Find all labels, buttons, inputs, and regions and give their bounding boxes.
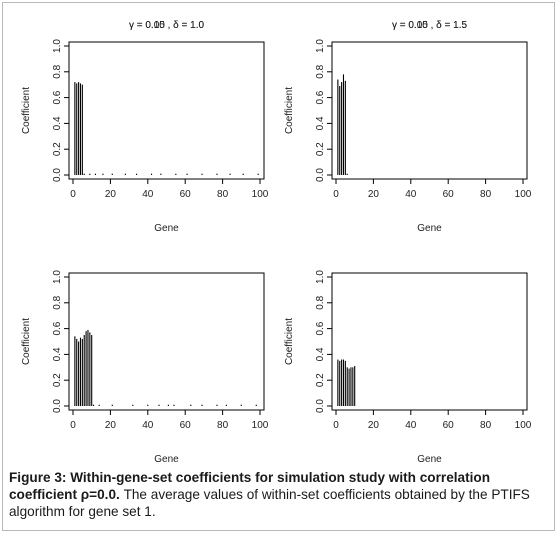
panel-3: γ = 0.10 , δ = 1.0 0 20 40 60 80 100 Gene 0.0 0.2…	[21, 20, 269, 465]
y-tick-label: 0.8	[52, 64, 63, 78]
chart-title: γ = 0.10 , δ = 1.0	[129, 20, 204, 31]
x-tick-label: 60	[180, 420, 192, 431]
x-tick-label: 40	[142, 189, 154, 200]
y-tick-label: 1.0	[52, 39, 63, 53]
y-tick-label: 1.0	[315, 39, 326, 53]
x-tick-label: 60	[443, 420, 455, 431]
figure-caption: Figure 3: Within-gene-set coefficients f…	[9, 469, 554, 520]
y-tick-label: 0.4	[52, 347, 63, 361]
y-tick-label: 0.0	[315, 399, 326, 413]
y-tick-label: 0.0	[52, 399, 63, 413]
figure-frame: γ = 0.05 , δ = 1.0 0 20 40 60 80 100 Gene 0.0 0.2…	[2, 2, 555, 531]
x-tick-label: 80	[480, 420, 492, 431]
y-tick-label: 0.8	[52, 295, 63, 309]
plot-box	[331, 41, 528, 180]
y-tick-label: 0.4	[315, 347, 326, 361]
x-tick-label: 100	[515, 189, 532, 200]
plot-box	[331, 272, 528, 411]
x-tick-label: 100	[515, 420, 532, 431]
x-axis-label: Gene	[417, 223, 442, 234]
x-axis-label: Gene	[154, 454, 179, 465]
x-tick-label: 0	[70, 420, 76, 431]
y-axis-label: Coefficient	[284, 87, 295, 134]
chart-title: γ = 0.10 , δ = 1.5	[392, 20, 467, 31]
y-axis-label: Coefficient	[21, 318, 32, 365]
x-tick-label: 80	[217, 189, 229, 200]
y-tick-label: 0.2	[52, 373, 63, 387]
plot-box	[68, 272, 265, 411]
x-tick-label: 40	[405, 420, 417, 431]
y-tick-label: 0.6	[52, 90, 63, 104]
caption-label: Figure 3:	[9, 470, 67, 485]
y-axis-label: Coefficient	[21, 87, 32, 134]
caption-text: The average values of within-set coeffic…	[9, 487, 530, 519]
chart-title: γ = 0.05 , δ = 1.5	[392, 20, 467, 31]
y-tick-label: 0.2	[52, 142, 63, 156]
x-tick-label: 80	[217, 420, 229, 431]
panel-4: γ = 0.10 , δ = 1.5 0 20 40 60 80 100 Gene 0.0 0.2…	[284, 20, 532, 465]
y-tick-label: 0.2	[315, 142, 326, 156]
figure-panels: γ = 0.05 , δ = 1.0 0 20 40 60 80 100 Gene 0.0 0.2…	[21, 20, 532, 465]
y-tick-label: 0.0	[52, 168, 63, 182]
y-tick-label: 0.6	[315, 321, 326, 335]
chart-title: γ = 0.05 , δ = 1.0	[129, 20, 204, 31]
y-axis-label: Coefficient	[284, 318, 295, 365]
y-tick-label: 0.6	[52, 321, 63, 335]
x-tick-label: 20	[368, 189, 380, 200]
panel-1: γ = 0.05 , δ = 1.0 0 20 40 60 80 100 Gene 0.0 0.2…	[21, 20, 269, 234]
y-tick-label: 0.2	[315, 373, 326, 387]
x-tick-label: 100	[252, 189, 269, 200]
x-tick-label: 20	[105, 189, 117, 200]
x-tick-label: 20	[368, 420, 380, 431]
plot-box	[68, 41, 265, 180]
y-tick-label: 1.0	[52, 270, 63, 284]
x-tick-label: 60	[180, 189, 192, 200]
x-axis-label: Gene	[417, 454, 442, 465]
x-tick-label: 80	[480, 189, 492, 200]
x-tick-label: 100	[252, 420, 269, 431]
y-tick-label: 0.4	[52, 116, 63, 130]
x-tick-label: 40	[405, 189, 417, 200]
y-tick-label: 0.8	[315, 295, 326, 309]
y-tick-label: 0.4	[315, 116, 326, 130]
x-tick-label: 40	[142, 420, 154, 431]
x-tick-label: 0	[333, 189, 339, 200]
y-tick-label: 1.0	[315, 270, 326, 284]
x-tick-label: 60	[443, 189, 455, 200]
x-tick-label: 0	[70, 189, 76, 200]
y-tick-label: 0.8	[315, 64, 326, 78]
x-axis-label: Gene	[154, 223, 179, 234]
x-tick-label: 0	[333, 420, 339, 431]
y-tick-label: 0.0	[315, 168, 326, 182]
caption-bold-text: Within-gene-set coefficients for simulat…	[9, 470, 491, 502]
y-tick-label: 0.6	[315, 90, 326, 104]
panel-2: γ = 0.05 , δ = 1.5 0 20 40 60 80 100 Gene 0.0 0.2…	[284, 20, 532, 234]
x-tick-label: 20	[105, 420, 117, 431]
